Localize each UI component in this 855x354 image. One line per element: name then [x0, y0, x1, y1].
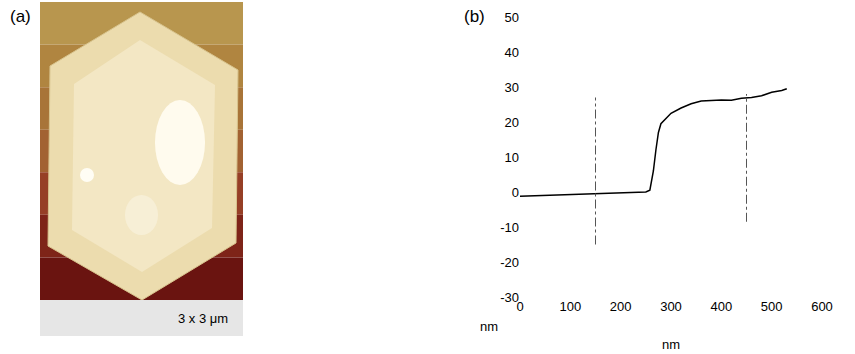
svg-text:400: 400: [710, 299, 732, 314]
svg-text:-10: -10: [500, 220, 519, 235]
svg-text:100: 100: [559, 299, 581, 314]
svg-text:10: 10: [505, 150, 519, 165]
svg-text:(b): (b): [464, 7, 485, 26]
svg-text:0: 0: [516, 299, 523, 314]
svg-text:300: 300: [660, 299, 682, 314]
svg-text:500: 500: [761, 299, 783, 314]
svg-text:nm: nm: [662, 337, 680, 352]
svg-text:600: 600: [811, 299, 833, 314]
svg-text:0: 0: [512, 185, 519, 200]
svg-text:-20: -20: [500, 255, 519, 270]
svg-text:50: 50: [505, 10, 519, 25]
svg-text:-30: -30: [500, 290, 519, 305]
svg-text:40: 40: [505, 45, 519, 60]
svg-text:200: 200: [610, 299, 632, 314]
svg-text:3 x 3 μm: 3 x 3 μm: [178, 311, 228, 326]
svg-text:nm: nm: [480, 319, 498, 334]
svg-text:(a): (a): [10, 7, 31, 26]
svg-text:20: 20: [505, 115, 519, 130]
svg-text:30: 30: [505, 80, 519, 95]
